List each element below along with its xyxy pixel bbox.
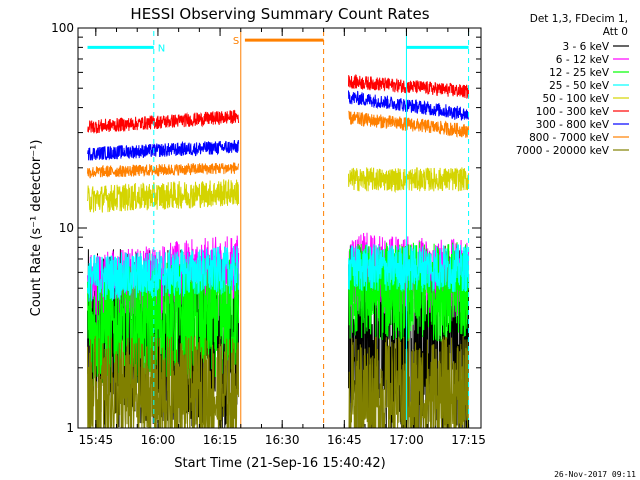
legend-entry-label: 3 - 6 keV	[562, 41, 609, 53]
series-4-segment-2	[348, 244, 470, 293]
series-5-segment-2	[348, 166, 470, 194]
y-axis-label: Count Rate (s⁻¹ detector⁻¹)	[29, 140, 44, 317]
legend-entry-label: 12 - 25 keV	[549, 67, 610, 79]
legend-entry-label: 25 - 50 keV	[549, 80, 610, 92]
series-7	[87, 90, 470, 161]
series-8	[87, 110, 470, 179]
footer-timestamp: 26-Nov-2017 09:11	[554, 470, 636, 479]
legend-entry-label: 50 - 100 keV	[542, 93, 609, 105]
legend-header-line: Att 0	[603, 26, 628, 38]
series-7-segment-1	[87, 139, 240, 161]
annotation-layer: NS	[87, 31, 470, 428]
x-tick-label: 16:30	[265, 433, 300, 447]
annotation-1: N	[87, 31, 165, 428]
x-tick-label: 16:45	[327, 433, 362, 447]
y-tick-label: 1	[66, 421, 74, 435]
series-5-segment-1	[87, 179, 240, 213]
annotation-2: S	[233, 31, 325, 428]
legend-entry-label: 7000 - 20000 keV	[516, 145, 610, 157]
series-5	[87, 166, 470, 213]
x-tick-label: 17:15	[451, 433, 486, 447]
series-6	[87, 74, 470, 134]
series-7-segment-2	[348, 90, 470, 121]
x-tick-label: 17:00	[389, 433, 424, 447]
axis-layer: 15:45 16:00 16:15 16:30 16:45 17:00 17:15 1 10 10…	[51, 21, 486, 447]
legend-header-line: Det 1,3, FDecim 1,	[530, 13, 628, 25]
series-8-segment-2	[348, 110, 470, 138]
x-tick-label: 16:15	[203, 433, 238, 447]
x-tick-label: 16:00	[141, 433, 176, 447]
y-tick-label: 10	[59, 221, 74, 235]
annotation-3	[405, 31, 470, 428]
legend-entry-label: 6 - 12 keV	[556, 54, 610, 66]
legend-entry-label: 100 - 300 keV	[536, 106, 610, 118]
x-axis-label: Start Time (21-Sep-16 15:40:42)	[174, 456, 385, 471]
annotation-label: N	[158, 43, 165, 54]
plot-area: NS 15:45 16:00 16:15 16:30 16:45 17:00 17:1511…	[51, 21, 486, 447]
y-tick-label: 100	[51, 21, 74, 35]
data-layer	[87, 74, 470, 430]
series-9-segment-2	[348, 335, 469, 429]
series-6-segment-1	[87, 109, 240, 134]
series-4-segment-1	[87, 245, 240, 302]
annotation-label: S	[233, 36, 239, 47]
series-8-segment-1	[87, 162, 240, 179]
x-tick-label: 15:45	[79, 433, 114, 447]
legend-entry-label: 800 - 7000 keV	[529, 132, 610, 144]
chart-title: HESSI Observing Summary Count Rates	[130, 5, 429, 23]
series-6-segment-2	[348, 74, 470, 99]
legend-entry-label: 300 - 800 keV	[536, 119, 610, 131]
series-4	[87, 244, 470, 302]
